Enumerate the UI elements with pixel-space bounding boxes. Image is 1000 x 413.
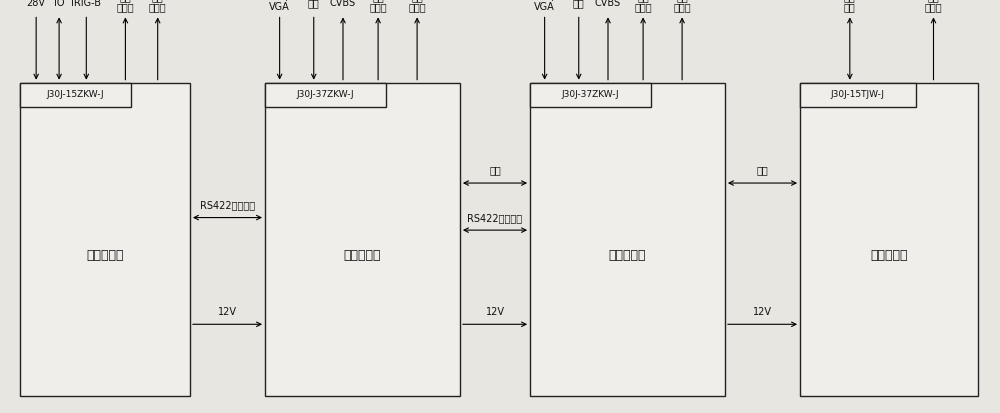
Bar (800, 83, 916, 107)
Text: 指示灯: 指示灯 (673, 2, 691, 12)
Text: 状态: 状态 (411, 0, 423, 2)
Text: 千兆: 千兆 (844, 0, 856, 2)
Text: DVI/: DVI/ (270, 0, 290, 2)
Text: 指示灯: 指示灯 (149, 2, 167, 12)
Text: IO: IO (54, 0, 64, 8)
Text: VGA: VGA (269, 2, 290, 12)
Text: 指示灯: 指示灯 (925, 2, 942, 12)
Text: 音频: 音频 (308, 0, 320, 8)
Text: 指示灯: 指示灯 (408, 2, 426, 12)
Text: 输入: 输入 (372, 0, 384, 2)
Text: DVI/: DVI/ (534, 0, 555, 2)
Bar (265, 83, 386, 107)
Bar (20, 83, 130, 107)
Text: 电源: 电源 (120, 0, 131, 2)
Bar (265, 83, 460, 396)
Text: IRIG-B: IRIG-B (71, 0, 101, 8)
Text: 12V: 12V (753, 307, 772, 317)
Text: RS422时间信号: RS422时间信号 (200, 200, 255, 210)
Text: 网络: 网络 (844, 2, 856, 12)
Bar (530, 83, 651, 107)
Bar (530, 83, 725, 396)
Text: 28V: 28V (27, 0, 46, 8)
Text: 时线: 时线 (152, 0, 164, 2)
Text: J30J-37ZKW-J: J30J-37ZKW-J (562, 90, 619, 99)
Bar (800, 83, 978, 396)
Text: 电源时线板: 电源时线板 (86, 249, 124, 262)
Text: CVBS: CVBS (330, 0, 356, 8)
Text: 音频: 音频 (573, 0, 585, 8)
Text: 指示灯: 指示灯 (117, 2, 134, 12)
Text: J30J-15ZKW-J: J30J-15ZKW-J (46, 90, 104, 99)
Text: 12V: 12V (218, 307, 237, 317)
Text: 网络: 网络 (757, 166, 768, 176)
Text: 采集压缩板: 采集压缩板 (609, 249, 646, 262)
Text: 状态: 状态 (676, 0, 688, 2)
Text: 指示灯: 指示灯 (369, 2, 387, 12)
Text: 输入: 输入 (637, 0, 649, 2)
Text: 12V: 12V (486, 307, 505, 317)
Text: RS422时间信号: RS422时间信号 (467, 213, 523, 223)
Text: 指示灯: 指示灯 (634, 2, 652, 12)
Text: 网络: 网络 (489, 166, 501, 176)
Text: 输入: 输入 (928, 0, 939, 2)
Text: CVBS: CVBS (595, 0, 621, 8)
Text: 网络交换板: 网络交换板 (870, 249, 908, 262)
Text: J30J-15TJW-J: J30J-15TJW-J (831, 90, 885, 99)
Text: VGA: VGA (534, 2, 555, 12)
Text: 采集压缩板: 采集压缩板 (344, 249, 381, 262)
Bar (20, 83, 190, 396)
Text: J30J-37ZKW-J: J30J-37ZKW-J (297, 90, 354, 99)
